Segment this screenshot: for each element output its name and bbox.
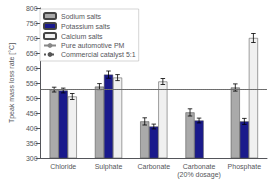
svg-text:350: 350 [26, 140, 38, 147]
svg-text:300: 300 [26, 155, 38, 162]
svg-text:400: 400 [26, 125, 38, 132]
svg-text:Calcium salts: Calcium salts [61, 33, 103, 40]
svg-text:Tpeak mass loss rate [°C]: Tpeak mass loss rate [°C] [8, 43, 16, 123]
svg-text:Carbonate: Carbonate [137, 163, 170, 170]
svg-text:800: 800 [26, 5, 38, 12]
svg-text:Potassium salts: Potassium salts [61, 23, 111, 30]
svg-text:450: 450 [26, 110, 38, 117]
svg-text:Phosphate: Phosphate [228, 163, 262, 171]
svg-text:750: 750 [26, 20, 38, 27]
svg-text:Carbonate: Carbonate [183, 163, 216, 170]
svg-text:Sulphate: Sulphate [95, 163, 123, 171]
svg-text:Pure automotive PM: Pure automotive PM [61, 42, 125, 49]
svg-text:Sodium salts: Sodium salts [61, 13, 102, 20]
svg-text:650: 650 [26, 50, 38, 57]
svg-text:550: 550 [26, 80, 38, 87]
svg-text:Chloride: Chloride [50, 163, 76, 170]
svg-text:500: 500 [26, 95, 38, 102]
svg-text:Commercial catalyst 5:1: Commercial catalyst 5:1 [61, 51, 136, 59]
svg-text:600: 600 [26, 65, 38, 72]
svg-text:700: 700 [26, 35, 38, 42]
svg-text:(20% dosage): (20% dosage) [177, 171, 221, 179]
